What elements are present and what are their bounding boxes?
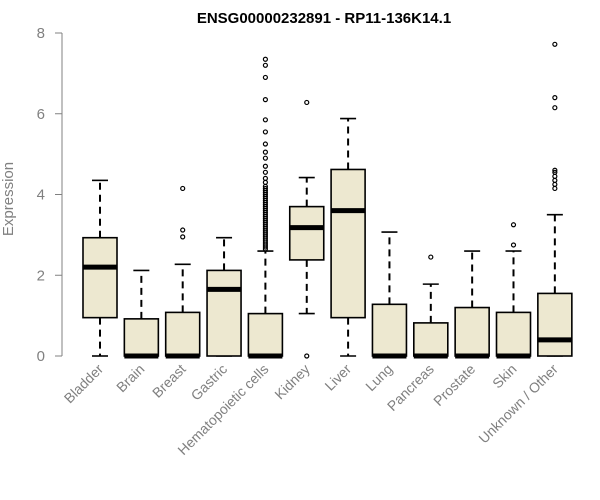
outlier-point	[262, 185, 268, 192]
chart-title: ENSG00000232891 - RP11-136K14.1	[197, 10, 451, 27]
outlier-point	[552, 41, 558, 47]
box-hematopoietic-cells	[247, 56, 284, 359]
x-tick-label: Liver	[321, 361, 354, 394]
outlier-point	[262, 97, 268, 103]
box-iqr	[330, 168, 366, 319]
outlier-point	[262, 74, 268, 81]
outlier-point	[552, 181, 558, 188]
y-axis-label: Expression	[0, 162, 17, 236]
outlier-point	[262, 62, 268, 68]
outlier-point	[262, 141, 268, 147]
box-bladder	[82, 179, 118, 357]
outlier-point	[510, 242, 517, 248]
outlier-point	[262, 56, 268, 62]
box-kidney	[288, 99, 325, 359]
box-iqr	[247, 312, 284, 357]
outlier-point	[262, 163, 268, 169]
box-iqr	[82, 236, 118, 319]
outlier-point	[262, 155, 268, 161]
y-tick-label: 8	[37, 25, 45, 42]
x-tick-label: Kidney	[271, 361, 313, 403]
outlier-point	[552, 169, 558, 175]
y-tick-label: 4	[37, 187, 45, 204]
outlier-point	[180, 234, 186, 240]
x-tick-label: Brain	[113, 361, 147, 395]
outlier-point	[262, 149, 268, 155]
outlier-point	[428, 254, 434, 260]
box-iqr	[288, 205, 325, 261]
outlier-point	[180, 185, 186, 192]
x-tick-label: Skin	[489, 361, 520, 392]
box-gastric	[206, 236, 242, 357]
y-tick-label: 2	[37, 267, 45, 284]
box-liver	[330, 117, 366, 357]
box-pancreas	[412, 254, 449, 359]
box-iqr	[206, 269, 242, 357]
box-iqr	[371, 303, 408, 357]
x-tick-label: Bladder	[61, 361, 107, 407]
y-tick-label: 0	[37, 348, 45, 365]
box-iqr	[123, 318, 160, 357]
x-tick-label: Lung	[362, 361, 395, 394]
box-prostate	[454, 250, 490, 359]
box-iqr	[454, 306, 490, 357]
outlier-point	[552, 177, 558, 183]
x-tick-label: Breast	[149, 361, 189, 401]
box-iqr	[537, 292, 573, 357]
outlier-point	[262, 117, 268, 123]
outlier-point	[304, 353, 310, 359]
outlier-point	[304, 99, 310, 106]
x-tick-label: Prostate	[430, 361, 478, 409]
box-iqr	[412, 322, 449, 357]
box-brain	[123, 269, 160, 359]
outlier-point	[180, 227, 186, 233]
y-axis: 0 2 4 6 8	[37, 25, 63, 365]
box-lung	[371, 231, 408, 359]
box-iqr	[495, 311, 532, 357]
outlier-point	[510, 222, 517, 228]
y-tick-label: 6	[37, 106, 45, 123]
boxes-group	[82, 41, 573, 359]
outlier-point	[262, 169, 268, 175]
outlier-point	[552, 167, 558, 173]
outlier-point	[262, 175, 268, 181]
box-unknown-other	[537, 41, 573, 357]
outlier-point	[552, 94, 558, 101]
outlier-point	[262, 179, 268, 185]
box-iqr	[164, 311, 201, 357]
outlier-point	[262, 129, 268, 135]
outlier-point	[552, 185, 558, 192]
outlier-point	[552, 173, 558, 179]
box-skin	[495, 222, 532, 359]
outlier-point	[552, 105, 558, 111]
box-breast	[164, 185, 201, 359]
